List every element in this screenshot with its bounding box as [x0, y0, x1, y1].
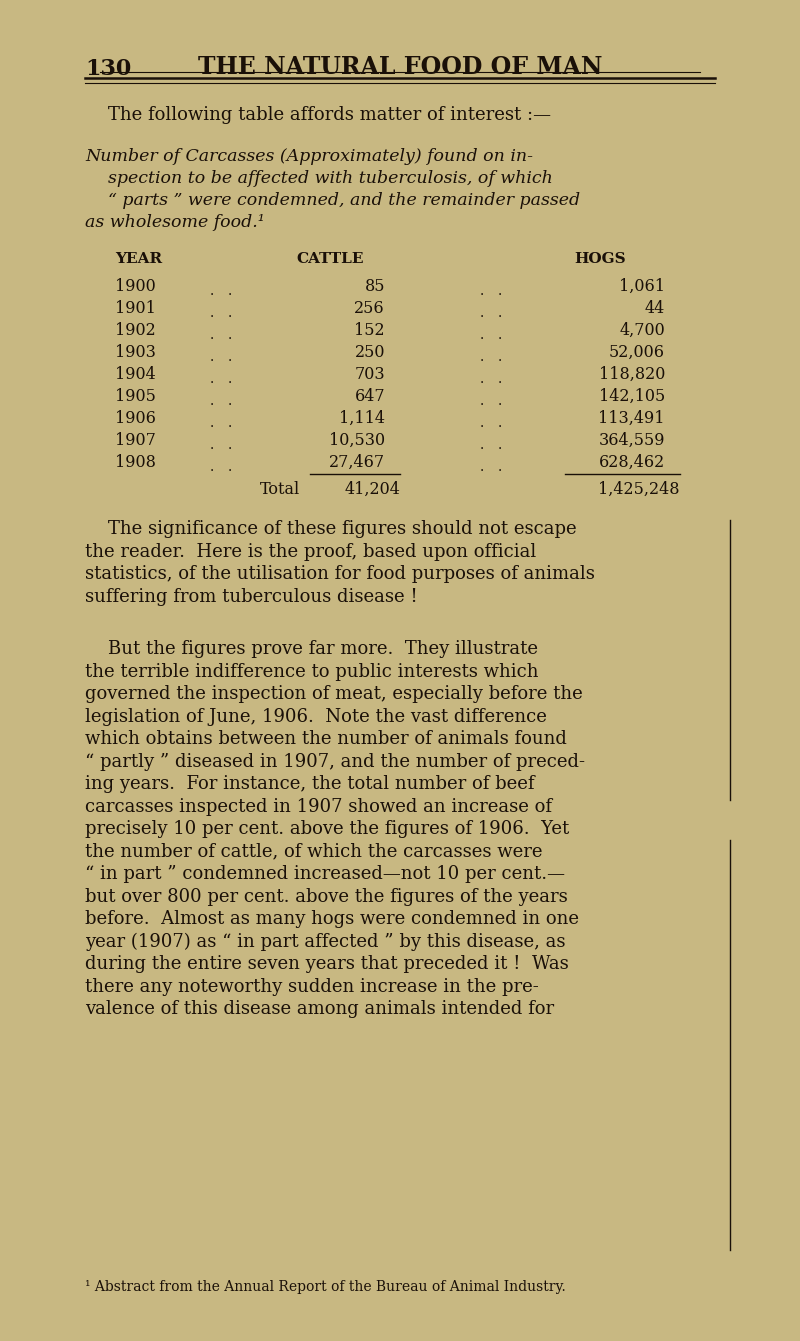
Text: .: .	[480, 394, 484, 408]
Text: legislation of June, 1906.  Note the vast difference: legislation of June, 1906. Note the vast…	[85, 708, 547, 725]
Text: .: .	[210, 416, 214, 430]
Text: ing years.  For instance, the total number of beef: ing years. For instance, the total numbe…	[85, 775, 534, 793]
Text: 44: 44	[645, 300, 665, 316]
Text: .: .	[498, 371, 502, 386]
Text: .: .	[228, 350, 232, 363]
Text: “ partly ” diseased in 1907, and the number of preced-: “ partly ” diseased in 1907, and the num…	[85, 752, 585, 771]
Text: 4,700: 4,700	[619, 322, 665, 339]
Text: .: .	[480, 439, 484, 452]
Text: .: .	[210, 439, 214, 452]
Text: .: .	[480, 416, 484, 430]
Text: 52,006: 52,006	[609, 345, 665, 361]
Text: .: .	[228, 306, 232, 320]
Text: the terrible indifference to public interests which: the terrible indifference to public inte…	[85, 662, 538, 680]
Text: 1901: 1901	[115, 300, 156, 316]
Text: 1904: 1904	[115, 366, 156, 384]
Text: .: .	[498, 460, 502, 473]
Text: which obtains between the number of animals found: which obtains between the number of anim…	[85, 730, 567, 748]
Text: 27,467: 27,467	[329, 455, 385, 471]
Text: .: .	[480, 371, 484, 386]
Text: as wholesome food.¹: as wholesome food.¹	[85, 215, 265, 231]
Text: But the figures prove far more.  They illustrate: But the figures prove far more. They ill…	[85, 640, 538, 658]
Text: .: .	[210, 371, 214, 386]
Text: but over 800 per cent. above the figures of the years: but over 800 per cent. above the figures…	[85, 888, 568, 905]
Text: .: .	[480, 306, 484, 320]
Text: 1903: 1903	[115, 345, 156, 361]
Text: .: .	[498, 329, 502, 342]
Text: statistics, of the utilisation for food purposes of animals: statistics, of the utilisation for food …	[85, 565, 595, 583]
Text: .: .	[498, 306, 502, 320]
Text: .: .	[228, 371, 232, 386]
Text: before.  Almost as many hogs were condemned in one: before. Almost as many hogs were condemn…	[85, 911, 579, 928]
Text: .: .	[210, 329, 214, 342]
Text: 41,204: 41,204	[344, 481, 400, 498]
Text: year (1907) as “ in part affected ” by this disease, as: year (1907) as “ in part affected ” by t…	[85, 932, 566, 951]
Text: .: .	[228, 439, 232, 452]
Text: .: .	[480, 329, 484, 342]
Text: valence of this disease among animals intended for: valence of this disease among animals in…	[85, 1000, 554, 1018]
Text: 364,559: 364,559	[598, 432, 665, 449]
Text: spection to be affected with tuberculosis, of which: spection to be affected with tuberculosi…	[108, 170, 553, 186]
Text: governed the inspection of meat, especially before the: governed the inspection of meat, especia…	[85, 685, 582, 703]
Text: .: .	[480, 350, 484, 363]
Text: 85: 85	[365, 278, 385, 295]
Text: 1,425,248: 1,425,248	[598, 481, 680, 498]
Text: 142,105: 142,105	[598, 388, 665, 405]
Text: .: .	[228, 460, 232, 473]
Text: during the entire seven years that preceded it !  Was: during the entire seven years that prece…	[85, 955, 569, 974]
Text: carcasses inspected in 1907 showed an increase of: carcasses inspected in 1907 showed an in…	[85, 798, 552, 815]
Text: .: .	[210, 394, 214, 408]
Text: “ in part ” condemned increased—not 10 per cent.—: “ in part ” condemned increased—not 10 p…	[85, 865, 565, 882]
Text: 130: 130	[85, 58, 131, 80]
Text: 256: 256	[354, 300, 385, 316]
Text: suffering from tuberculous disease !: suffering from tuberculous disease !	[85, 587, 418, 606]
Text: The significance of these figures should not escape: The significance of these figures should…	[85, 520, 577, 538]
Text: HOGS: HOGS	[574, 252, 626, 266]
Text: 1905: 1905	[115, 388, 156, 405]
Text: 1900: 1900	[115, 278, 156, 295]
Text: .: .	[210, 284, 214, 298]
Text: 628,462: 628,462	[598, 455, 665, 471]
Text: .: .	[480, 460, 484, 473]
Text: Number of Carcasses (Approximately) found on in-: Number of Carcasses (Approximately) foun…	[85, 148, 533, 165]
Text: there any noteworthy sudden increase in the pre-: there any noteworthy sudden increase in …	[85, 978, 538, 995]
Text: 10,530: 10,530	[329, 432, 385, 449]
Text: .: .	[210, 350, 214, 363]
Text: .: .	[498, 416, 502, 430]
Text: the number of cattle, of which the carcasses were: the number of cattle, of which the carca…	[85, 842, 542, 861]
Text: .: .	[228, 394, 232, 408]
Text: 118,820: 118,820	[598, 366, 665, 384]
Text: 647: 647	[354, 388, 385, 405]
Text: .: .	[210, 460, 214, 473]
Text: 1906: 1906	[115, 410, 156, 426]
Text: YEAR: YEAR	[115, 252, 162, 266]
Text: The following table affords matter of interest :—: The following table affords matter of in…	[108, 106, 551, 123]
Text: .: .	[210, 306, 214, 320]
Text: 703: 703	[354, 366, 385, 384]
Text: 250: 250	[354, 345, 385, 361]
Text: .: .	[498, 394, 502, 408]
Text: .: .	[480, 284, 484, 298]
Text: .: .	[228, 329, 232, 342]
Text: .: .	[498, 284, 502, 298]
Text: 152: 152	[354, 322, 385, 339]
Text: .: .	[498, 439, 502, 452]
Text: ¹ Abstract from the Annual Report of the Bureau of Animal Industry.: ¹ Abstract from the Annual Report of the…	[85, 1281, 566, 1294]
Text: the reader.  Here is the proof, based upon official: the reader. Here is the proof, based upo…	[85, 543, 536, 561]
Text: 113,491: 113,491	[598, 410, 665, 426]
Text: 1907: 1907	[115, 432, 156, 449]
Text: .: .	[228, 284, 232, 298]
Text: THE NATURAL FOOD OF MAN: THE NATURAL FOOD OF MAN	[198, 55, 602, 79]
Text: 1902: 1902	[115, 322, 156, 339]
Text: precisely 10 per cent. above the figures of 1906.  Yet: precisely 10 per cent. above the figures…	[85, 819, 570, 838]
Text: CATTLE: CATTLE	[296, 252, 364, 266]
Text: .: .	[228, 416, 232, 430]
Text: “ parts ” were condemned, and the remainder passed: “ parts ” were condemned, and the remain…	[108, 192, 580, 209]
Text: 1908: 1908	[115, 455, 156, 471]
Text: 1,114: 1,114	[339, 410, 385, 426]
Text: 1,061: 1,061	[619, 278, 665, 295]
Text: .: .	[498, 350, 502, 363]
Text: Total: Total	[260, 481, 300, 498]
